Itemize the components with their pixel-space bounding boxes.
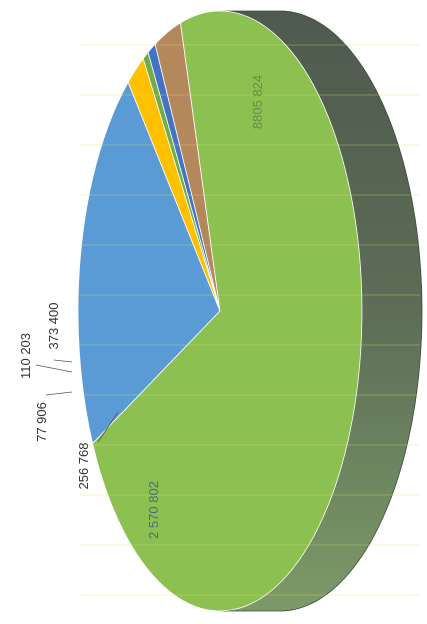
data-label: 256 768 [76, 443, 91, 490]
pie-slice [77, 81, 221, 445]
data-label: 8805 824 [250, 75, 265, 129]
data-label: 110 203 [18, 333, 33, 379]
leader-line [35, 364, 73, 373]
data-label: 373 400 [46, 303, 61, 350]
data-label: 77 906 [34, 402, 49, 442]
leader-line [97, 411, 119, 443]
pie-slice [92, 10, 363, 612]
leader-line [53, 359, 73, 363]
leader-line [45, 391, 73, 396]
data-label: 2 570 802 [146, 481, 161, 539]
